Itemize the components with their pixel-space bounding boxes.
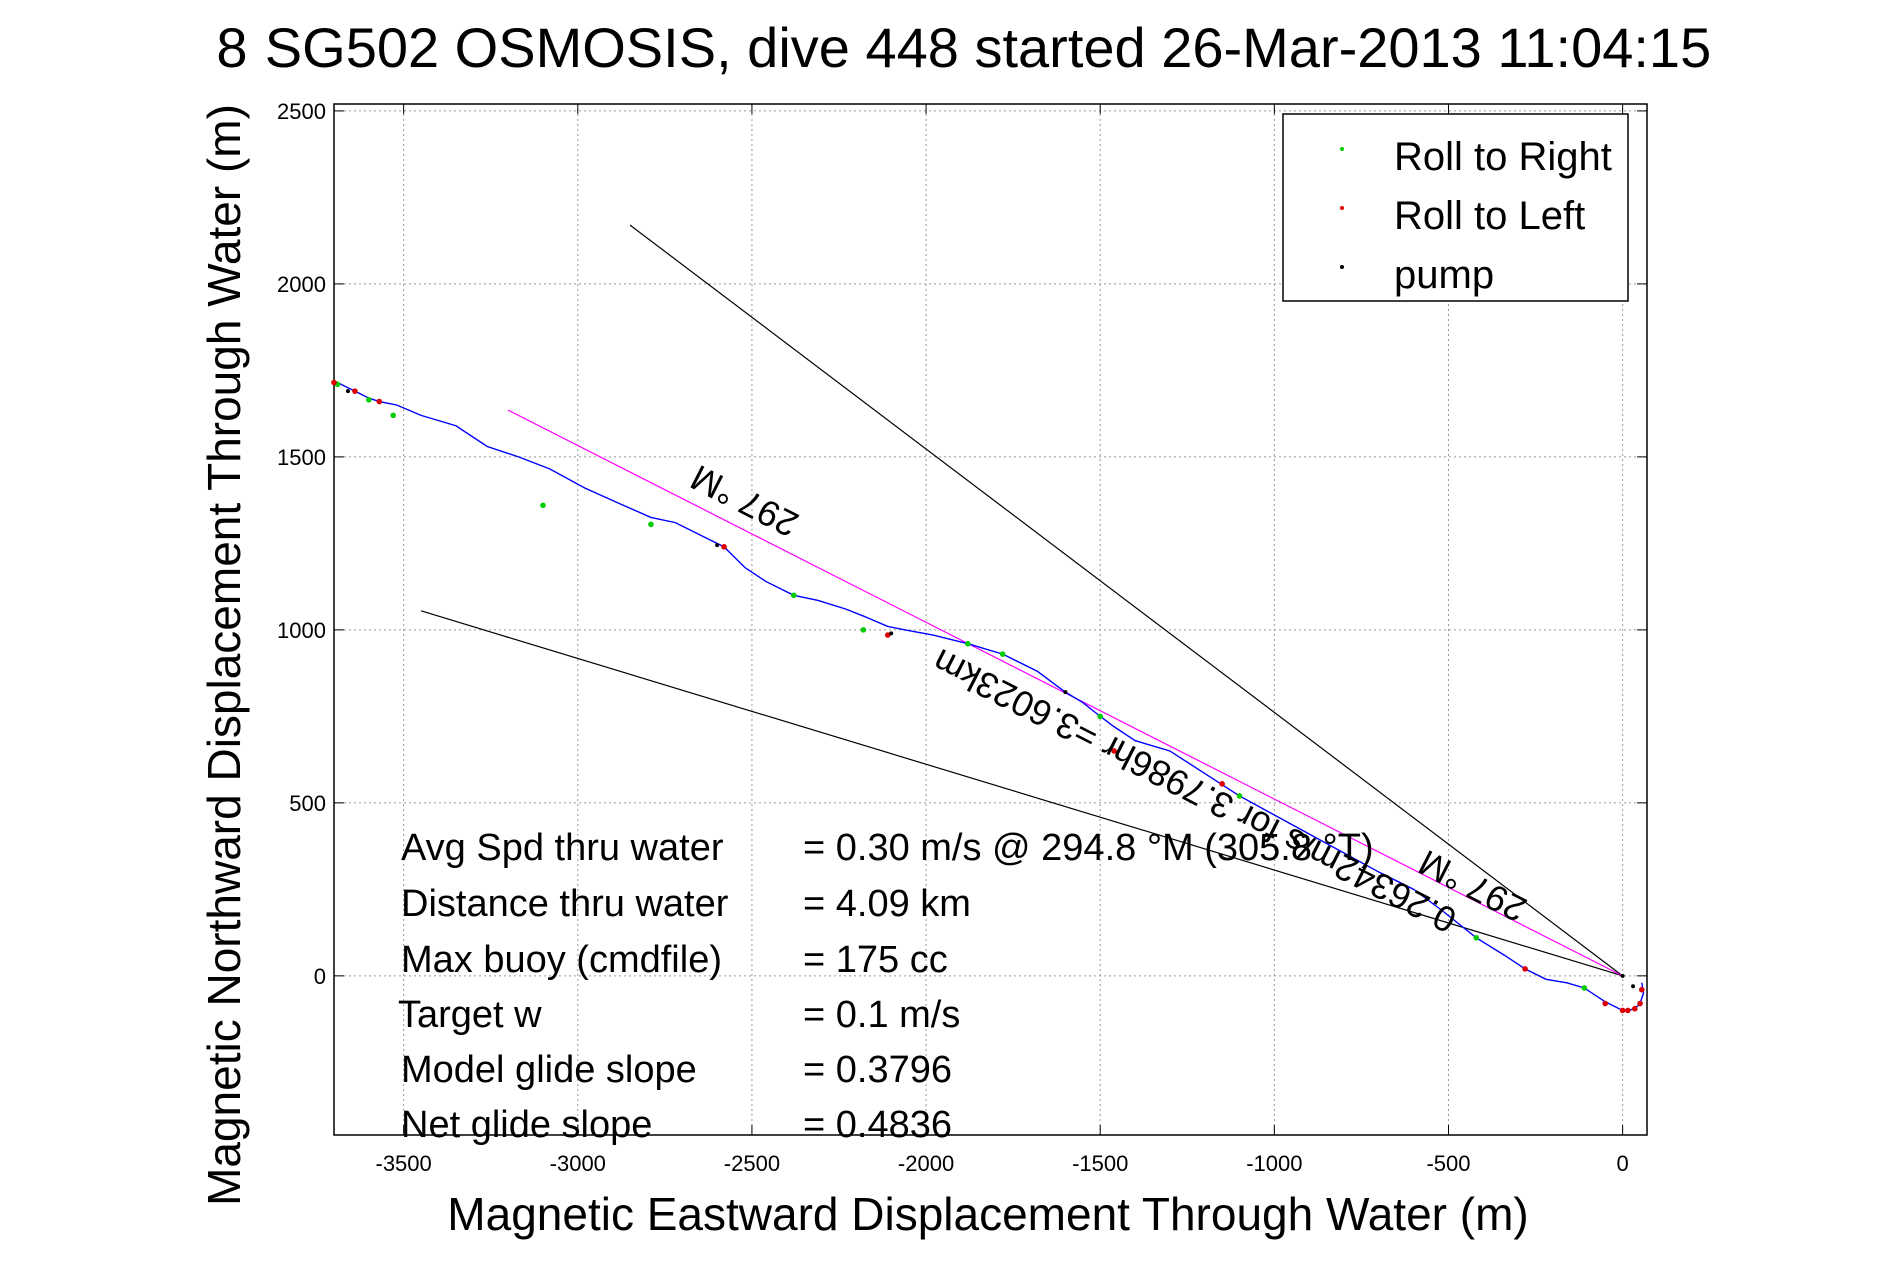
stat-value-avg-speed: = 0.30 m/s @ 294.8 °M (305.8 °T) <box>803 827 1374 869</box>
track-line <box>333 380 1645 1012</box>
pump-point-5 <box>1631 984 1636 989</box>
x-tick-label-4: -1500 <box>1072 1151 1128 1176</box>
legend-roll-right-label: Roll to Right <box>1394 135 1612 179</box>
roll-to-left-point-13 <box>1602 1000 1609 1007</box>
stat-label-max-buoy: Max buoy (cmdfile) <box>401 939 722 981</box>
roll-to-left-point-3 <box>721 544 727 550</box>
stat-label-target-w: Target w <box>398 994 542 1036</box>
legend-roll-left-label: Roll to Left <box>1394 194 1585 238</box>
roll-to-right-point-3 <box>540 502 546 509</box>
x-tick-label-0: -3500 <box>376 1151 432 1176</box>
x-tick-label-3: -2000 <box>898 1151 954 1176</box>
pump-point-2 <box>889 631 894 636</box>
stat-label-distance: Distance thru water <box>401 883 729 925</box>
x-tick-label-1: -3000 <box>550 1151 606 1176</box>
roll-to-left-point-8 <box>1625 1007 1631 1014</box>
roll-to-left-point-9 <box>1619 1007 1626 1014</box>
grid <box>334 104 1647 1135</box>
roll-to-right-point-11 <box>1581 985 1588 991</box>
roll-to-right-point-2 <box>390 412 397 419</box>
roll-to-left-point-6 <box>1219 781 1225 787</box>
roll-to-right-point-9 <box>1097 713 1104 720</box>
legend-roll-left-marker <box>1340 206 1344 210</box>
x-tick-label-5: -1000 <box>1246 1151 1302 1176</box>
plot-frame <box>333 103 1648 1136</box>
chart-title: SG502 OSMOSIS, dive 448 started 26-Mar-2… <box>265 16 1711 79</box>
axis-ticks: -3500 -3000 -2500 -2000 -1500 -1000 -500 0 0 500 1… <box>277 99 1647 1176</box>
roll-to-right-point-1 <box>366 397 372 403</box>
legend-pump-label: pump <box>1394 253 1494 297</box>
roll-to-right-point-5 <box>790 592 797 599</box>
y-tick-label-0: 0 <box>314 964 326 989</box>
legend-pump-marker <box>1340 265 1344 269</box>
title-overlay-glyph: 8 <box>216 16 247 79</box>
y-axis-label: Magnetic Northward Displacement Through … <box>198 104 250 1206</box>
dive-statistics: Avg Spd thru water = 0.30 m/s @ 294.8 °M… <box>398 827 1374 1146</box>
roll-to-left-point-5 <box>1111 748 1117 754</box>
roll-to-right-point-10 <box>1236 793 1243 799</box>
y-tick-label-2: 1000 <box>277 618 326 643</box>
roll-to-left-point-11 <box>1637 1000 1643 1007</box>
roll-to-left-point-0 <box>331 379 337 386</box>
roll-to-right-point-6 <box>860 627 867 633</box>
roll-to-left-point-1 <box>352 388 358 394</box>
roll-to-left-point-4 <box>884 632 891 638</box>
legend: Roll to Right Roll to Left pump <box>1282 113 1629 302</box>
data-series <box>331 379 1645 1014</box>
roll-to-right-point-8 <box>999 651 1006 657</box>
y-tick-label-4: 2000 <box>277 272 326 297</box>
stat-value-distance: = 4.09 km <box>803 883 971 925</box>
pump-point-1 <box>715 543 720 548</box>
stat-value-target-w: = 0.1 m/s <box>803 994 960 1036</box>
x-axis-label: Magnetic Eastward Displacement Through W… <box>447 1188 1528 1240</box>
y-tick-label-3: 1500 <box>277 445 326 470</box>
roll-to-left-point-10 <box>1638 986 1645 993</box>
x-tick-label-2: -2500 <box>724 1151 780 1176</box>
pump-point-3 <box>1063 690 1068 695</box>
stat-value-max-buoy: = 175 cc <box>803 939 948 981</box>
roll-to-left-point-7 <box>1522 966 1528 972</box>
stat-label-model-glide: Model glide slope <box>401 1049 697 1091</box>
roll-to-left-point-12 <box>1632 1005 1638 1012</box>
pump-point-0 <box>345 389 350 394</box>
x-tick-label-7: 0 <box>1616 1151 1628 1176</box>
y-tick-label-1: 500 <box>289 791 326 816</box>
stat-value-net-glide: = 0.4836 <box>803 1104 952 1146</box>
roll-to-right-point-4 <box>648 521 654 528</box>
legend-roll-right-marker <box>1340 147 1344 151</box>
roll-to-right-point-7 <box>965 640 971 647</box>
roll-to-right-point-12 <box>1473 934 1480 941</box>
stat-label-net-glide: Net glide slope <box>401 1104 652 1146</box>
x-tick-label-6: -500 <box>1426 1151 1470 1176</box>
reference-line-1 <box>420 610 1623 977</box>
reference-line-0 <box>629 224 1623 977</box>
pump-point-4 <box>1620 973 1625 978</box>
stat-label-avg-speed: Avg Spd thru water <box>401 827 724 869</box>
y-tick-label-5: 2500 <box>277 99 326 124</box>
roll-to-left-point-2 <box>376 398 383 405</box>
stat-value-model-glide: = 0.3796 <box>803 1049 952 1091</box>
